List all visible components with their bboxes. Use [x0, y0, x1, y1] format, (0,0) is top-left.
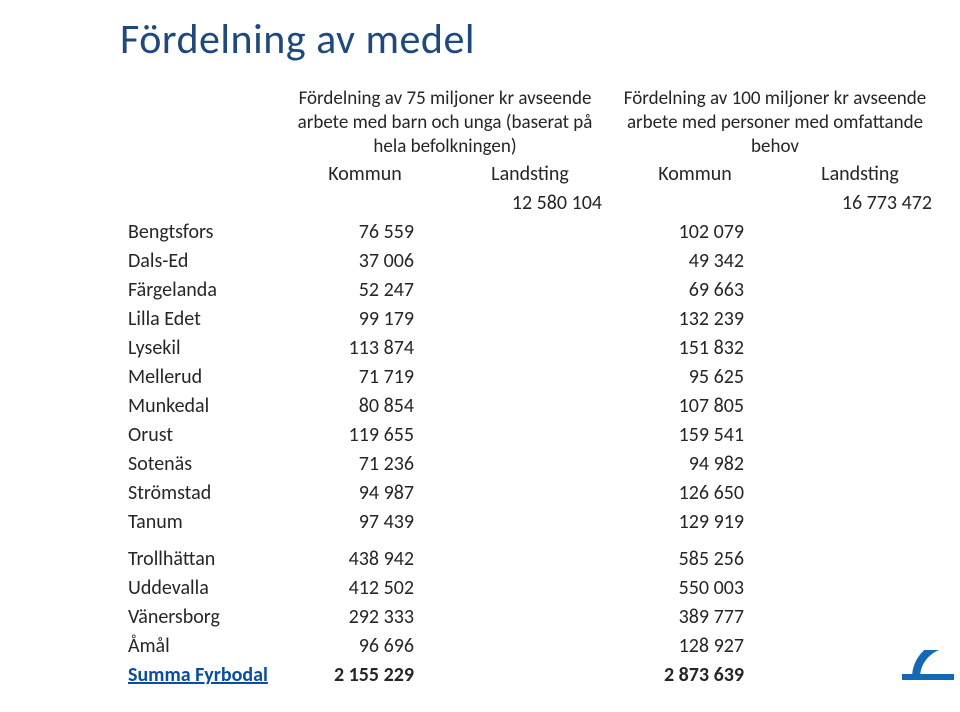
cell-k1: 438 942: [280, 537, 450, 574]
col-landsting-2: Landsting: [780, 160, 940, 189]
cell-k1: 37 006: [280, 247, 450, 276]
cell-k1: 52 247: [280, 276, 450, 305]
table-row: Strömstad 94 987 126 650: [120, 479, 940, 508]
cell-k2: 94 982: [610, 450, 780, 479]
cell-k1: 113 874: [280, 334, 450, 363]
cell-k2: 49 342: [610, 247, 780, 276]
cell-k1: 97 439: [280, 508, 450, 537]
col-kommun-1: Kommun: [280, 160, 450, 189]
cell-name: Lysekil: [120, 334, 280, 363]
cell-name: Vänersborg: [120, 603, 280, 632]
table-row: Färgelanda 52 247 69 663: [120, 276, 940, 305]
cell-k2: 129 919: [610, 508, 780, 537]
cell-name: Färgelanda: [120, 276, 280, 305]
table-row: Sotenäs 71 236 94 982: [120, 450, 940, 479]
cell-k1: 292 333: [280, 603, 450, 632]
cell-name: Mellerud: [120, 363, 280, 392]
col-landsting-1: Landsting: [450, 160, 610, 189]
table-row: Åmål 96 696 128 927: [120, 632, 940, 661]
summary-k1: 2 155 229: [280, 661, 450, 690]
cell-k2: 132 239: [610, 305, 780, 334]
cell-k1: 71 719: [280, 363, 450, 392]
cell-k2: 95 625: [610, 363, 780, 392]
cell-name: Strömstad: [120, 479, 280, 508]
cell-name: Lilla Edet: [120, 305, 280, 334]
cell-name: Sotenäs: [120, 450, 280, 479]
cell-k1: 119 655: [280, 421, 450, 450]
landsting-total-1: 12 580 104: [450, 189, 610, 218]
cell-k1: 80 854: [280, 392, 450, 421]
table-row: Tanum 97 439 129 919: [120, 508, 940, 537]
cell-k2: 159 541: [610, 421, 780, 450]
col-group-2: Fördelning av 100 miljoner kr avseende a…: [610, 85, 940, 160]
table-row: Munkedal 80 854 107 805: [120, 392, 940, 421]
table-row: Trollhättan 438 942 585 256: [120, 537, 940, 574]
cell-k1: 76 559: [280, 218, 450, 247]
table-row: Lysekil 113 874 151 832: [120, 334, 940, 363]
cell-k2: 550 003: [610, 574, 780, 603]
col-kommun-2: Kommun: [610, 160, 780, 189]
cell-name: Orust: [120, 421, 280, 450]
summary-row: Summa Fyrbodal 2 155 229 2 873 639: [120, 661, 940, 690]
cell-k2: 69 663: [610, 276, 780, 305]
landsting-total-2: 16 773 472: [780, 189, 940, 218]
cell-k2: 585 256: [610, 537, 780, 574]
table-row: Uddevalla 412 502 550 003: [120, 574, 940, 603]
cell-k2: 107 805: [610, 392, 780, 421]
table-body: Bengtsfors 76 559 102 079 Dals-Ed 37 006…: [120, 218, 940, 690]
cell-k2: 389 777: [610, 603, 780, 632]
table-row: Mellerud 71 719 95 625: [120, 363, 940, 392]
cell-k2: 128 927: [610, 632, 780, 661]
landsting-totals-row: 12 580 104 16 773 472: [120, 189, 940, 218]
allocation-table: Fördelning av 75 miljoner kr avseende ar…: [120, 85, 940, 690]
slide: Fördelning av medel Fördelning av 75 mil…: [0, 0, 960, 712]
cell-k1: 94 987: [280, 479, 450, 508]
cell-name: Åmål: [120, 632, 280, 661]
header-row-sub: Kommun Landsting Kommun Landsting: [120, 160, 940, 189]
cell-k2: 102 079: [610, 218, 780, 247]
table-row: Orust 119 655 159 541: [120, 421, 940, 450]
table-row: Vänersborg 292 333 389 777: [120, 603, 940, 632]
cell-k1: 71 236: [280, 450, 450, 479]
cell-k1: 99 179: [280, 305, 450, 334]
table-row: Bengtsfors 76 559 102 079: [120, 218, 940, 247]
cell-k2: 151 832: [610, 334, 780, 363]
cell-name: Munkedal: [120, 392, 280, 421]
page-title: Fördelning av medel: [120, 14, 920, 65]
table-row: Lilla Edet 99 179 132 239: [120, 305, 940, 334]
col-group-1: Fördelning av 75 miljoner kr avseende ar…: [280, 85, 610, 160]
table-row: Dals-Ed 37 006 49 342: [120, 247, 940, 276]
cell-k1: 412 502: [280, 574, 450, 603]
summary-name: Summa Fyrbodal: [120, 661, 280, 690]
cell-name: Bengtsfors: [120, 218, 280, 247]
cell-k1: 96 696: [280, 632, 450, 661]
cell-name: Dals-Ed: [120, 247, 280, 276]
cell-k2: 126 650: [610, 479, 780, 508]
summary-k2: 2 873 639: [610, 661, 780, 690]
header-row-groups: Fördelning av 75 miljoner kr avseende ar…: [120, 85, 940, 160]
cell-name: Uddevalla: [120, 574, 280, 603]
cell-name: Tanum: [120, 508, 280, 537]
cell-name: Trollhättan: [120, 537, 280, 574]
